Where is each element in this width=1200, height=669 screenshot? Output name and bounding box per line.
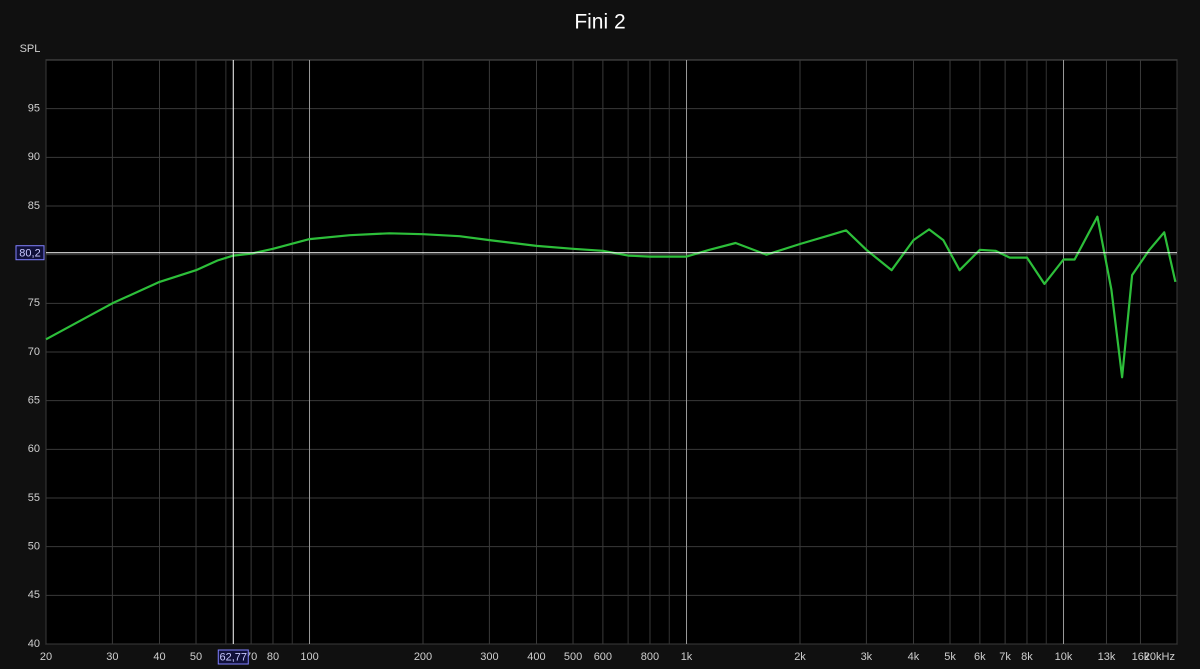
x-tick-label: 2k [794, 651, 806, 663]
x-tick-label: 7k [999, 651, 1011, 663]
x-tick-label: 600 [594, 651, 612, 663]
x-tick-label: 10k [1055, 651, 1073, 663]
y-tick-label: 95 [28, 103, 40, 115]
cursor-y-box [15, 245, 45, 261]
y-tick-label: 45 [28, 589, 40, 601]
x-tick-label: 300 [480, 651, 498, 663]
y-tick-label: 70 [28, 346, 40, 358]
cursor-x-box [217, 649, 249, 665]
x-tick-label: 80 [267, 651, 279, 663]
x-tick-label: 13k [1098, 651, 1116, 663]
chart-title: Fini 2 [574, 11, 625, 34]
y-tick-label: 40 [28, 638, 40, 650]
y-axis-label: SPL [20, 43, 41, 55]
x-tick-label: 3k [861, 651, 873, 663]
x-tick-label: 50 [190, 651, 202, 663]
y-tick-label: 85 [28, 200, 40, 212]
y-tick-label: 90 [28, 151, 40, 163]
x-tick-label: 400 [527, 651, 545, 663]
x-tick-label: 40 [153, 651, 165, 663]
x-tick-label: 500 [564, 651, 582, 663]
cursor-x-label: 62,77 [219, 651, 247, 663]
y-tick-label: 50 [28, 541, 40, 553]
y-tick-label: 55 [28, 492, 40, 504]
x-tick-label: 100 [300, 651, 318, 663]
cursor-y-label: 80,2 [19, 248, 40, 260]
x-tick-label: 20 [40, 651, 52, 663]
y-tick-label: 65 [28, 395, 40, 407]
x-tick-label: 30 [106, 651, 118, 663]
response-curve [45, 215, 1177, 379]
x-tick-label: 800 [641, 651, 659, 663]
x-tick-label: 5k [944, 651, 956, 663]
x-tick-label: 200 [414, 651, 432, 663]
x-tick-label: 1k [681, 651, 693, 663]
x-tick-label: 8k [1021, 651, 1033, 663]
x-tick-label: 6k [974, 651, 986, 663]
y-tick-label: 75 [28, 297, 40, 309]
x-tick-label: 4k [908, 651, 920, 663]
y-tick-label: 60 [28, 443, 40, 455]
x-tick-label: 20kHz [1144, 651, 1175, 663]
x-tick-label: 16k [1132, 651, 1150, 663]
